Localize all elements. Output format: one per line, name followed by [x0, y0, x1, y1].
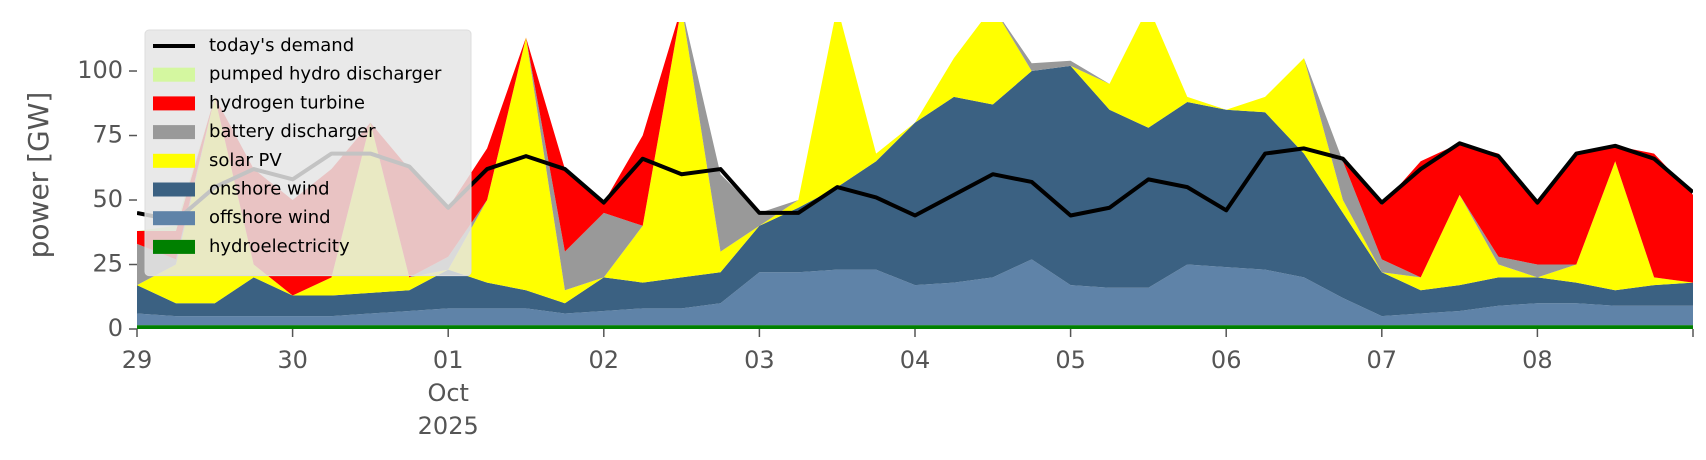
area	[137, 22, 1693, 296]
legend-label: offshore wind	[209, 207, 331, 228]
x-tick-label: 06	[1211, 346, 1242, 374]
area	[137, 65, 1693, 317]
legend-swatch	[153, 67, 195, 82]
x-tick-label: 08	[1522, 346, 1553, 374]
legend-label: hydroelectricity	[209, 236, 350, 257]
legend-label: battery discharger	[209, 121, 376, 142]
area	[137, 22, 1693, 304]
legend-label: pumped hydro discharger	[209, 64, 442, 85]
y-tick-label: 75	[92, 121, 123, 149]
x-tick-label: 05	[1055, 346, 1086, 374]
y-tick-label: 25	[92, 250, 123, 278]
y-axis-label: power [GW]	[22, 92, 55, 259]
legend-label: today's demand	[209, 35, 354, 56]
legend-box	[144, 29, 472, 277]
legend-label: onshore wind	[209, 179, 330, 200]
legend-label: hydrogen turbine	[209, 92, 365, 113]
legend-swatch	[153, 96, 195, 111]
x-tick-label: 30	[277, 346, 308, 374]
x-tick-label: 07	[1367, 346, 1398, 374]
y-tick-label: 100	[77, 56, 123, 84]
area	[137, 259, 1693, 326]
area	[137, 325, 1693, 329]
y-tick-label: 50	[92, 185, 123, 213]
legend-swatch	[153, 153, 195, 168]
legend-label: solar PV	[209, 150, 282, 171]
x-tick-label: 04	[900, 346, 931, 374]
legend-swatch	[153, 239, 195, 254]
x-tick-label: 01 Oct 2025	[418, 346, 479, 440]
legend-swatch	[153, 211, 195, 226]
x-tick-label: 29	[122, 346, 153, 374]
x-tick-label: 02	[589, 346, 620, 374]
legend-swatch	[153, 182, 195, 197]
legend-swatch	[153, 125, 195, 140]
y-tick-label: 0	[108, 314, 123, 342]
x-tick-label: 03	[744, 346, 775, 374]
